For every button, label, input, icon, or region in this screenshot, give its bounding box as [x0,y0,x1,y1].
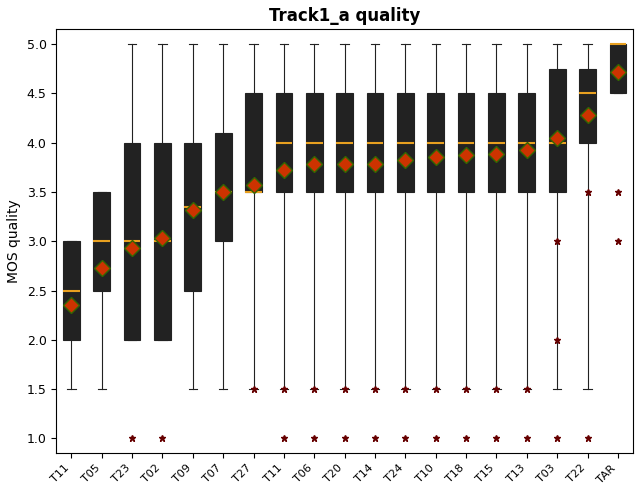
PathPatch shape [397,93,413,192]
PathPatch shape [63,241,80,340]
PathPatch shape [458,93,474,192]
Y-axis label: MOS quality: MOS quality [7,199,21,283]
PathPatch shape [306,93,323,192]
PathPatch shape [428,93,444,192]
PathPatch shape [93,192,110,291]
PathPatch shape [215,133,232,241]
PathPatch shape [579,69,596,143]
PathPatch shape [488,93,505,192]
PathPatch shape [154,143,171,340]
PathPatch shape [124,143,140,340]
PathPatch shape [367,93,383,192]
Title: Track1_a quality: Track1_a quality [269,7,420,25]
PathPatch shape [276,93,292,192]
PathPatch shape [518,93,535,192]
PathPatch shape [245,93,262,192]
PathPatch shape [549,69,566,192]
PathPatch shape [336,93,353,192]
PathPatch shape [609,44,626,93]
PathPatch shape [184,143,201,291]
